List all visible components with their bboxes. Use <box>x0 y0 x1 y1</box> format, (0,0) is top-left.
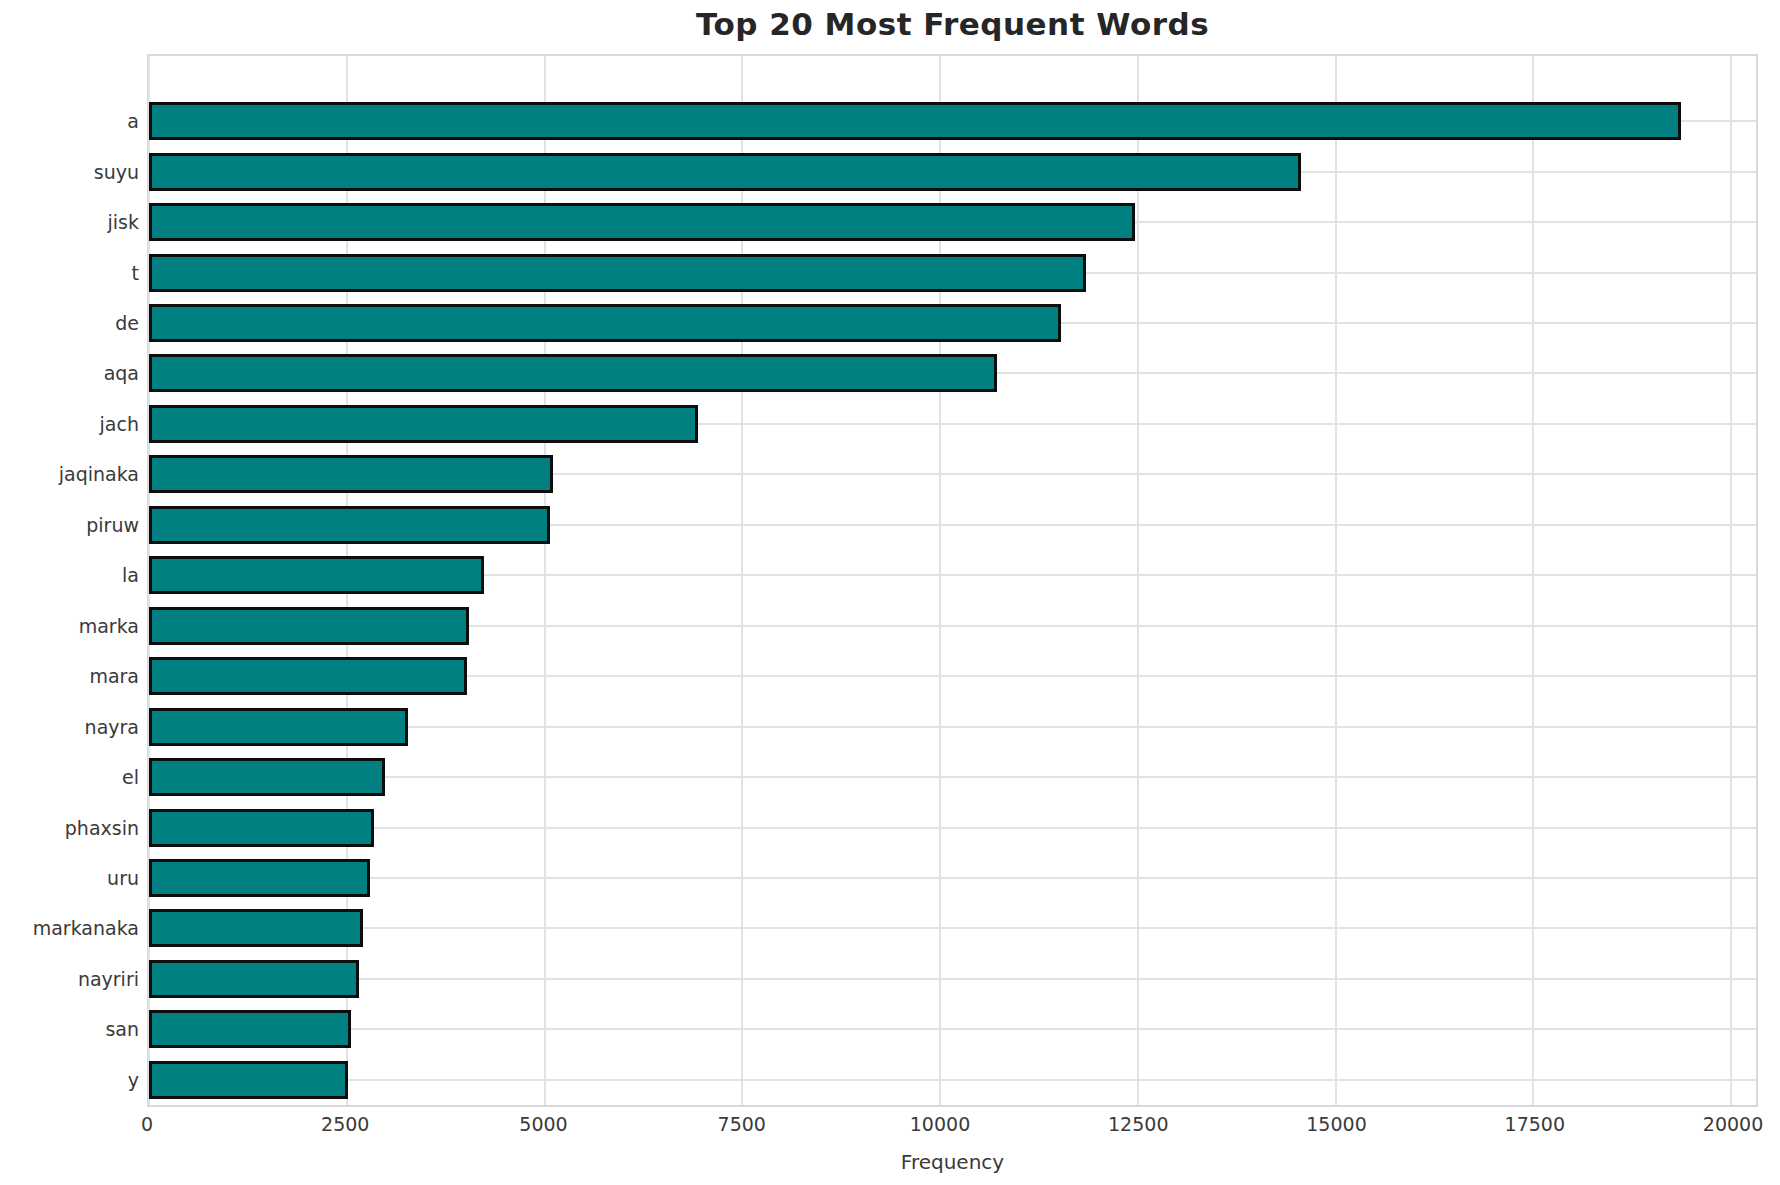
gridline <box>149 776 1756 778</box>
x-axis-ticks: 02500500075001000012500150001750020000 <box>147 1113 1758 1143</box>
bar-row: markanaka <box>149 903 1756 953</box>
bar-row: t <box>149 247 1756 297</box>
y-tick-label: nayra <box>85 716 139 738</box>
bar <box>149 809 374 847</box>
gridline <box>149 1079 1756 1081</box>
y-tick-label: uru <box>107 867 139 889</box>
bar <box>149 405 698 443</box>
bar-row: uru <box>149 853 1756 903</box>
gridline <box>149 827 1756 829</box>
bar-row: a <box>149 96 1756 146</box>
gridline <box>149 927 1756 929</box>
chart-title: Top 20 Most Frequent Words <box>147 6 1758 42</box>
y-tick-label: phaxsin <box>65 817 139 839</box>
gridline <box>149 978 1756 980</box>
y-tick-label: de <box>115 312 139 334</box>
y-tick-label: a <box>127 110 139 132</box>
bars-area: asuyujisktdeaqajachjaqinakapiruwlamarkam… <box>149 56 1756 1105</box>
bar-row: y <box>149 1055 1756 1105</box>
plot-area: asuyujisktdeaqajachjaqinakapiruwlamarkam… <box>147 54 1758 1107</box>
bar-row: marka <box>149 601 1756 651</box>
bar <box>149 657 467 695</box>
x-tick-label: 0 <box>141 1113 153 1135</box>
y-tick-label: marka <box>79 615 139 637</box>
y-tick-label: san <box>105 1018 139 1040</box>
y-tick-label: la <box>122 564 139 586</box>
gridline <box>149 1028 1756 1030</box>
x-tick-label: 7500 <box>718 1113 766 1135</box>
y-tick-label: markanaka <box>33 917 139 939</box>
bar-row: suyu <box>149 146 1756 196</box>
bar-row: nayriri <box>149 954 1756 1004</box>
x-tick-label: 2500 <box>321 1113 369 1135</box>
x-tick-label: 20000 <box>1703 1113 1763 1135</box>
bar-row: mara <box>149 651 1756 701</box>
y-tick-label: aqa <box>104 362 139 384</box>
bar <box>149 506 550 544</box>
bar-row: piruw <box>149 500 1756 550</box>
bar <box>149 556 484 594</box>
y-tick-label: t <box>132 262 139 284</box>
bar <box>149 254 1086 292</box>
bar <box>149 859 370 897</box>
x-axis-label: Frequency <box>147 1150 1758 1174</box>
bar-row: la <box>149 550 1756 600</box>
bar-row: jisk <box>149 197 1756 247</box>
bar-row: aqa <box>149 348 1756 398</box>
bar-row: phaxsin <box>149 802 1756 852</box>
y-tick-label: jaqinaka <box>59 463 139 485</box>
x-tick-label: 5000 <box>519 1113 567 1135</box>
x-tick-label: 12500 <box>1108 1113 1168 1135</box>
y-tick-label: nayriri <box>78 968 139 990</box>
y-tick-label: jisk <box>108 211 139 233</box>
y-tick-label: suyu <box>94 161 139 183</box>
bar-row: el <box>149 752 1756 802</box>
bar-row: jaqinaka <box>149 449 1756 499</box>
bar <box>149 203 1135 241</box>
y-tick-label: el <box>122 766 139 788</box>
y-tick-label: piruw <box>86 514 139 536</box>
bar <box>149 1061 348 1099</box>
bar <box>149 354 997 392</box>
bar <box>149 758 385 796</box>
figure: Top 20 Most Frequent Words asuyujisktdea… <box>0 0 1780 1185</box>
y-tick-label: jach <box>100 413 139 435</box>
bar-row: san <box>149 1004 1756 1054</box>
x-tick-label: 10000 <box>910 1113 970 1135</box>
bar <box>149 708 408 746</box>
bar <box>149 153 1301 191</box>
bar <box>149 1010 351 1048</box>
bar-row: de <box>149 298 1756 348</box>
y-tick-label: y <box>128 1069 139 1091</box>
bar-row: nayra <box>149 701 1756 751</box>
x-tick-label: 17500 <box>1505 1113 1565 1135</box>
bar <box>149 455 553 493</box>
bar-row: jach <box>149 399 1756 449</box>
gridline <box>149 877 1756 879</box>
x-tick-label: 15000 <box>1306 1113 1366 1135</box>
y-tick-label: mara <box>89 665 139 687</box>
bar <box>149 304 1061 342</box>
bar <box>149 960 359 998</box>
bar <box>149 102 1681 140</box>
bar <box>149 607 469 645</box>
bar <box>149 909 363 947</box>
